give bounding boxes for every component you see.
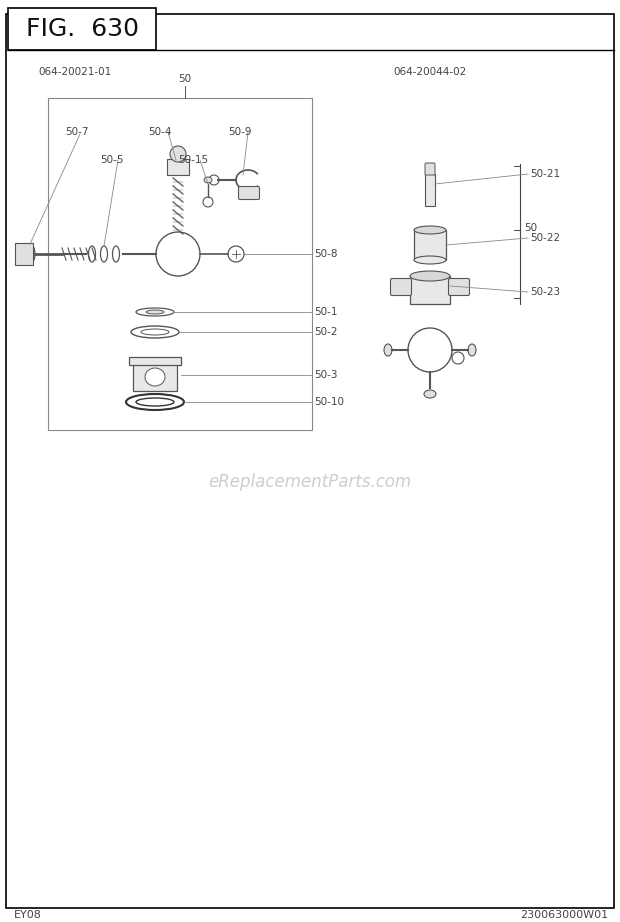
Text: eReplacementParts.com: eReplacementParts.com <box>208 473 412 491</box>
FancyBboxPatch shape <box>448 278 469 295</box>
FancyBboxPatch shape <box>239 186 260 199</box>
Ellipse shape <box>141 329 169 335</box>
FancyBboxPatch shape <box>414 230 446 260</box>
Text: 50-21: 50-21 <box>530 169 560 179</box>
FancyBboxPatch shape <box>410 276 450 304</box>
Text: 50-5: 50-5 <box>100 155 123 165</box>
Text: 064-20021-01: 064-20021-01 <box>38 67 112 77</box>
Text: EY08: EY08 <box>14 910 42 920</box>
Text: 50-4: 50-4 <box>148 127 172 137</box>
Text: 50-9: 50-9 <box>228 127 252 137</box>
Ellipse shape <box>468 344 476 356</box>
Text: 50: 50 <box>179 74 192 84</box>
FancyBboxPatch shape <box>133 363 177 391</box>
FancyBboxPatch shape <box>129 357 181 365</box>
Ellipse shape <box>25 244 35 264</box>
Ellipse shape <box>146 310 164 314</box>
Circle shape <box>170 146 186 162</box>
Text: FIG.  630: FIG. 630 <box>25 17 138 41</box>
Ellipse shape <box>424 390 436 398</box>
Ellipse shape <box>384 344 392 356</box>
Text: 50-23: 50-23 <box>530 287 560 297</box>
FancyBboxPatch shape <box>391 278 412 295</box>
Text: 50-10: 50-10 <box>314 397 344 407</box>
Text: 50-8: 50-8 <box>314 249 337 259</box>
Text: 50-22: 50-22 <box>530 233 560 243</box>
Bar <box>48 98 312 430</box>
Text: 50-3: 50-3 <box>314 370 337 380</box>
Ellipse shape <box>414 226 446 234</box>
FancyBboxPatch shape <box>167 159 189 175</box>
Text: 50-7: 50-7 <box>65 127 89 137</box>
Text: 50-1: 50-1 <box>314 307 337 317</box>
Ellipse shape <box>204 177 212 183</box>
FancyBboxPatch shape <box>15 243 33 265</box>
Ellipse shape <box>145 368 165 386</box>
FancyBboxPatch shape <box>425 163 435 175</box>
Ellipse shape <box>126 394 184 410</box>
Text: 50: 50 <box>524 223 537 233</box>
Ellipse shape <box>410 271 450 281</box>
FancyBboxPatch shape <box>425 174 435 206</box>
Text: 50-2: 50-2 <box>314 327 337 337</box>
Ellipse shape <box>131 326 179 338</box>
Ellipse shape <box>414 256 446 264</box>
Text: 230063000W01: 230063000W01 <box>520 910 608 920</box>
Bar <box>8 8 156 50</box>
Text: 50-15: 50-15 <box>178 155 208 165</box>
Ellipse shape <box>136 308 174 316</box>
Text: 064-20044-02: 064-20044-02 <box>393 67 467 77</box>
Ellipse shape <box>136 398 174 406</box>
